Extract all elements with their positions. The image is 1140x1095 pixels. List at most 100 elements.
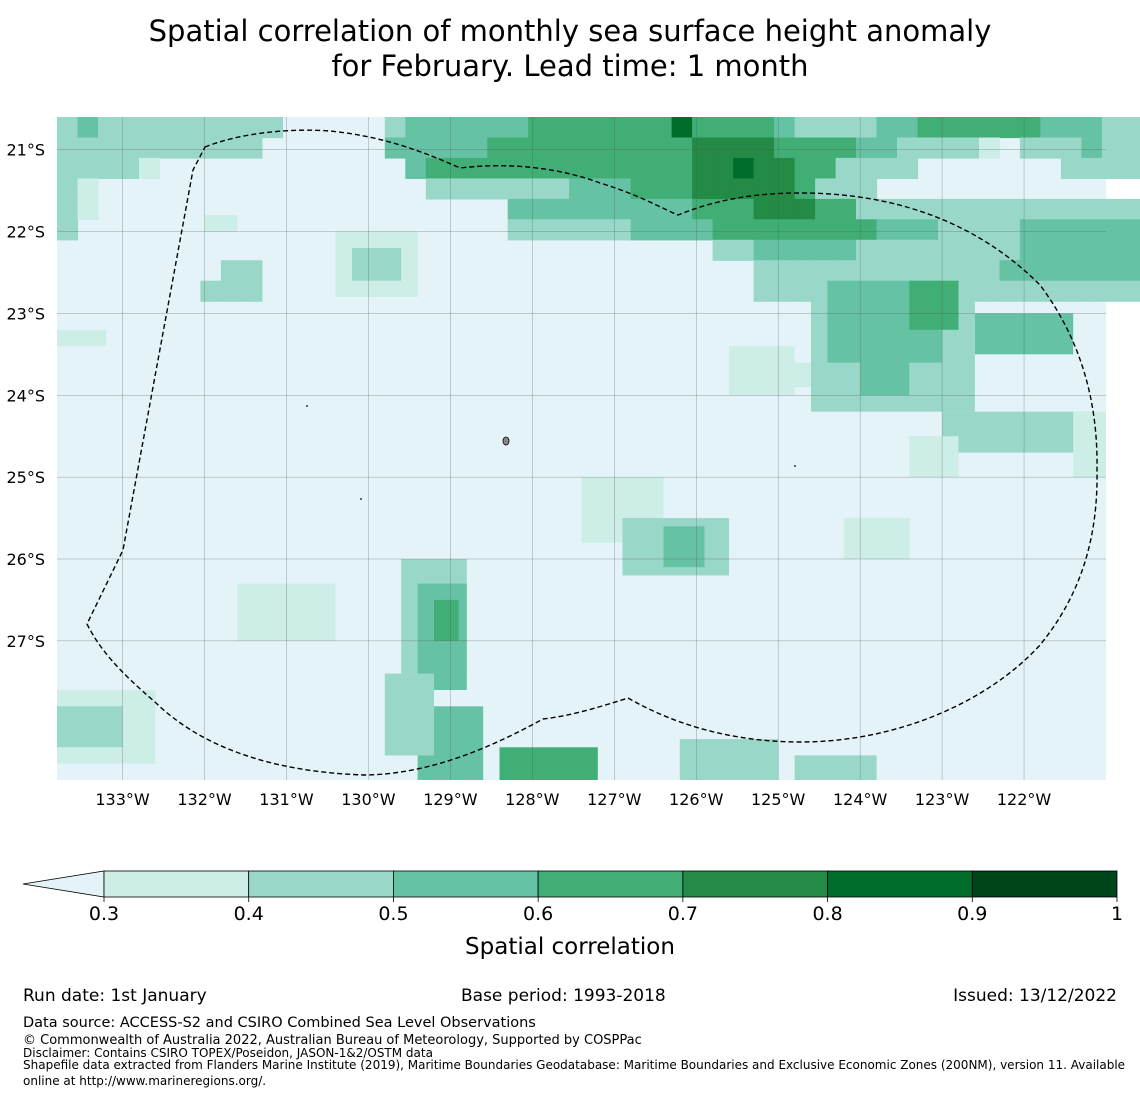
latitude-tick-label: 26°S xyxy=(6,550,45,569)
correlation-cell xyxy=(425,137,447,159)
correlation-cell xyxy=(794,755,877,780)
correlation-cell xyxy=(1060,198,1082,220)
correlation-cell xyxy=(77,198,99,220)
correlation-cell xyxy=(425,117,447,139)
correlation-cell xyxy=(1122,260,1140,282)
shapefile-credit-line-1: Shapefile data extracted from Flanders M… xyxy=(23,1058,1126,1072)
correlation-cell xyxy=(897,239,919,261)
map-gridlines xyxy=(57,117,1106,780)
correlation-cell xyxy=(425,157,447,179)
correlation-cell xyxy=(1122,219,1140,241)
correlation-cell xyxy=(179,117,201,139)
colorbar-tick-label: 0.4 xyxy=(234,903,264,925)
correlation-cell xyxy=(876,157,898,179)
correlation-cell xyxy=(794,117,816,139)
correlation-cell xyxy=(958,198,980,220)
correlation-cell xyxy=(118,137,140,159)
colorbar-tick-label: 0.7 xyxy=(668,903,698,925)
correlation-cell xyxy=(1060,117,1082,139)
correlation-cell xyxy=(856,239,878,261)
correlation-cell xyxy=(692,178,714,200)
longitude-tick-label: 131°W xyxy=(259,790,314,809)
colorbar-swatch xyxy=(103,870,250,898)
correlation-cell xyxy=(979,239,1001,261)
correlation-cell xyxy=(1122,157,1140,179)
base-period: Base period: 1993-2018 xyxy=(461,986,666,1006)
correlation-cell xyxy=(794,280,816,302)
correlation-cell xyxy=(589,219,611,241)
correlation-cell xyxy=(815,219,837,241)
correlation-cell xyxy=(938,137,960,159)
correlation-map: 133°W 132°W 131°W 130°W 129°W 128°W 127°W 126°W… xyxy=(6,117,1140,809)
correlation-cell xyxy=(815,198,837,220)
correlation-cell xyxy=(57,329,107,347)
correlation-cell xyxy=(1040,198,1062,220)
island-small-1 xyxy=(306,405,308,407)
correlation-cell xyxy=(487,137,509,159)
correlation-cells xyxy=(57,117,1140,780)
correlation-cell xyxy=(815,117,837,139)
island-pitcairn xyxy=(502,436,510,446)
correlation-cell xyxy=(507,137,529,159)
colorbar-swatch xyxy=(827,870,973,898)
longitude-tick-label: 132°W xyxy=(177,790,232,809)
correlation-cell xyxy=(917,137,939,159)
correlation-cell xyxy=(1060,219,1082,241)
correlation-cell xyxy=(651,157,673,179)
correlation-cell xyxy=(507,198,529,220)
longitude-tick-label: 126°W xyxy=(669,790,724,809)
correlation-cell xyxy=(917,239,939,261)
correlation-cell xyxy=(942,411,1090,453)
correlation-cell xyxy=(1081,117,1103,139)
correlation-cell xyxy=(794,157,816,179)
correlation-cell xyxy=(897,219,919,241)
correlation-cell xyxy=(774,137,796,159)
correlation-cell xyxy=(712,198,734,220)
correlation-cell xyxy=(446,117,468,139)
correlation-cell xyxy=(139,137,161,159)
correlation-cell xyxy=(909,280,959,330)
correlation-cell xyxy=(999,198,1021,220)
correlation-cell xyxy=(487,157,509,179)
correlation-cell xyxy=(118,157,140,179)
correlation-cell xyxy=(446,178,468,200)
correlation-cell xyxy=(835,260,857,282)
correlation-cell xyxy=(979,198,1001,220)
correlation-cell xyxy=(938,260,960,282)
shapefile-credit: Shapefile data extracted from Flanders M… xyxy=(23,1058,1138,1088)
correlation-cell xyxy=(651,198,673,220)
correlation-cell xyxy=(999,260,1021,282)
longitude-tick-label: 124°W xyxy=(833,790,888,809)
correlation-cell xyxy=(938,239,960,261)
correlation-cell xyxy=(1019,219,1041,241)
correlation-cell xyxy=(733,157,755,179)
correlation-cell xyxy=(876,219,898,241)
correlation-cell xyxy=(917,198,939,220)
correlation-cell xyxy=(1060,260,1082,282)
correlation-cell xyxy=(630,198,652,220)
correlation-cell xyxy=(835,239,857,261)
correlation-cell xyxy=(384,117,406,139)
colorbar-swatches xyxy=(103,870,1118,898)
correlation-cell xyxy=(548,198,570,220)
correlation-cell xyxy=(1060,280,1082,302)
island-small-3 xyxy=(794,465,796,467)
correlation-cell xyxy=(679,739,779,780)
correlation-cell xyxy=(98,117,120,139)
latitude-tick-label: 24°S xyxy=(6,386,45,405)
correlation-cell xyxy=(1101,117,1123,139)
correlation-cell xyxy=(774,260,796,282)
correlation-cell xyxy=(77,117,99,139)
correlation-cell xyxy=(1122,280,1140,302)
correlation-cell xyxy=(753,280,775,302)
correlation-cell xyxy=(589,178,611,200)
correlation-cell xyxy=(610,219,632,241)
correlation-cell xyxy=(1040,260,1062,282)
correlation-cell xyxy=(118,117,140,139)
correlation-cell xyxy=(712,117,734,139)
correlation-cell xyxy=(77,178,99,200)
correlation-cell xyxy=(499,747,598,780)
correlation-cell xyxy=(528,198,550,220)
correlation-cell xyxy=(671,137,693,159)
longitude-tick-label: 122°W xyxy=(997,790,1052,809)
